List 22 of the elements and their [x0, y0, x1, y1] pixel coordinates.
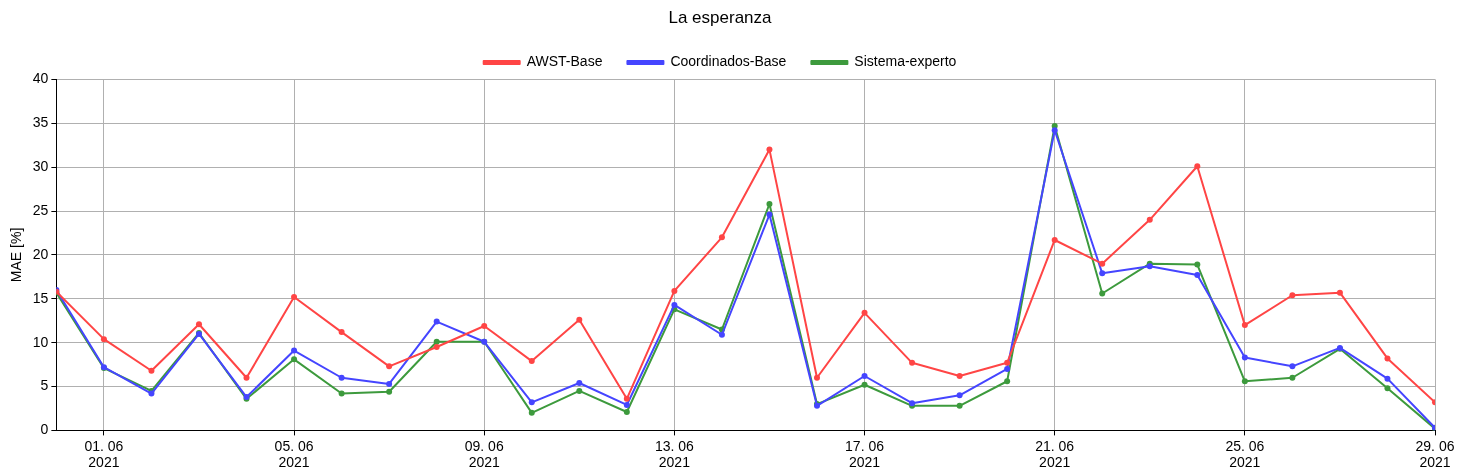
- x-tick-label: 17. 06 2021: [845, 437, 885, 471]
- y-tick-label: 20: [32, 245, 49, 262]
- legend-label: Coordinados-Base: [670, 53, 787, 70]
- x-tick-label: 13. 06 2021: [654, 437, 695, 471]
- y-axis-title: MAE [%]: [8, 227, 25, 283]
- legend-label: AWST-Base: [526, 53, 603, 70]
- x-tick-label: 21. 06 2021: [1035, 437, 1075, 471]
- y-tick-label: 15: [32, 289, 49, 306]
- y-tick-label: 40: [32, 70, 49, 87]
- x-tick-label: 05. 06 2021: [274, 437, 314, 471]
- y-tick-label: 25: [32, 201, 49, 218]
- y-tick-label: 5: [40, 377, 49, 394]
- y-tick-label: 30: [32, 158, 49, 175]
- y-tick-label: 35: [32, 114, 49, 131]
- legend-label: Sistema-experto: [854, 53, 957, 70]
- y-tick-label: 0: [40, 421, 49, 438]
- chart-title: La esperanza: [668, 7, 773, 27]
- x-tick-label: 29. 06 2021: [1415, 437, 1455, 471]
- y-tick-label: 10: [32, 333, 49, 350]
- x-tick-label: 25. 06 2021: [1225, 437, 1265, 471]
- x-tick-label: 09. 06 2021: [464, 437, 504, 471]
- x-tick-label: 01. 06 2021: [84, 437, 124, 471]
